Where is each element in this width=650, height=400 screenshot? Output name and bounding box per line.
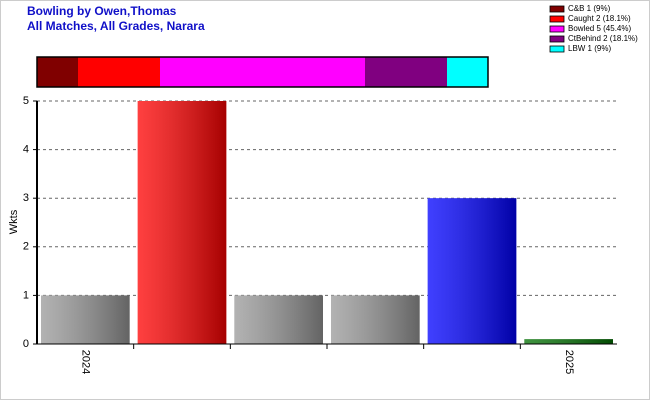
y-tick-label: 1 <box>23 289 29 301</box>
legend-label: LBW 1 (9%) <box>568 44 611 53</box>
legend-swatch <box>549 45 565 53</box>
stack-segment <box>37 57 78 87</box>
y-tick-label: 3 <box>23 192 29 204</box>
legend-swatch <box>549 25 565 33</box>
stack-segment <box>78 57 160 87</box>
legend-label: C&B 1 (9%) <box>568 4 611 13</box>
stack-segment <box>365 57 447 87</box>
x-tick-label: 2024 <box>79 350 91 374</box>
stack-segment <box>447 57 488 87</box>
legend-swatch <box>549 15 565 23</box>
legend-swatch <box>549 35 565 43</box>
y-tick-label: 5 <box>23 95 29 107</box>
y-tick-label: 2 <box>23 241 29 253</box>
y-tick-label: 4 <box>23 144 29 156</box>
legend-label: Caught 2 (18.1%) <box>568 14 631 23</box>
legend-label: Bowled 5 (45.4%) <box>568 24 631 33</box>
legend-label: CtBehind 2 (18.1%) <box>568 34 638 43</box>
stack-segment <box>160 57 365 87</box>
y-axis-label: Wkts <box>8 209 20 234</box>
legend-swatch <box>549 5 565 13</box>
y-tick-label: 0 <box>23 338 29 350</box>
stack-outline <box>36 56 489 88</box>
chart-title: Bowling by Owen,Thomas <box>27 4 177 18</box>
x-tick-label: 2025 <box>563 350 575 374</box>
chart-subtitle: All Matches, All Grades, Narara <box>27 19 205 33</box>
